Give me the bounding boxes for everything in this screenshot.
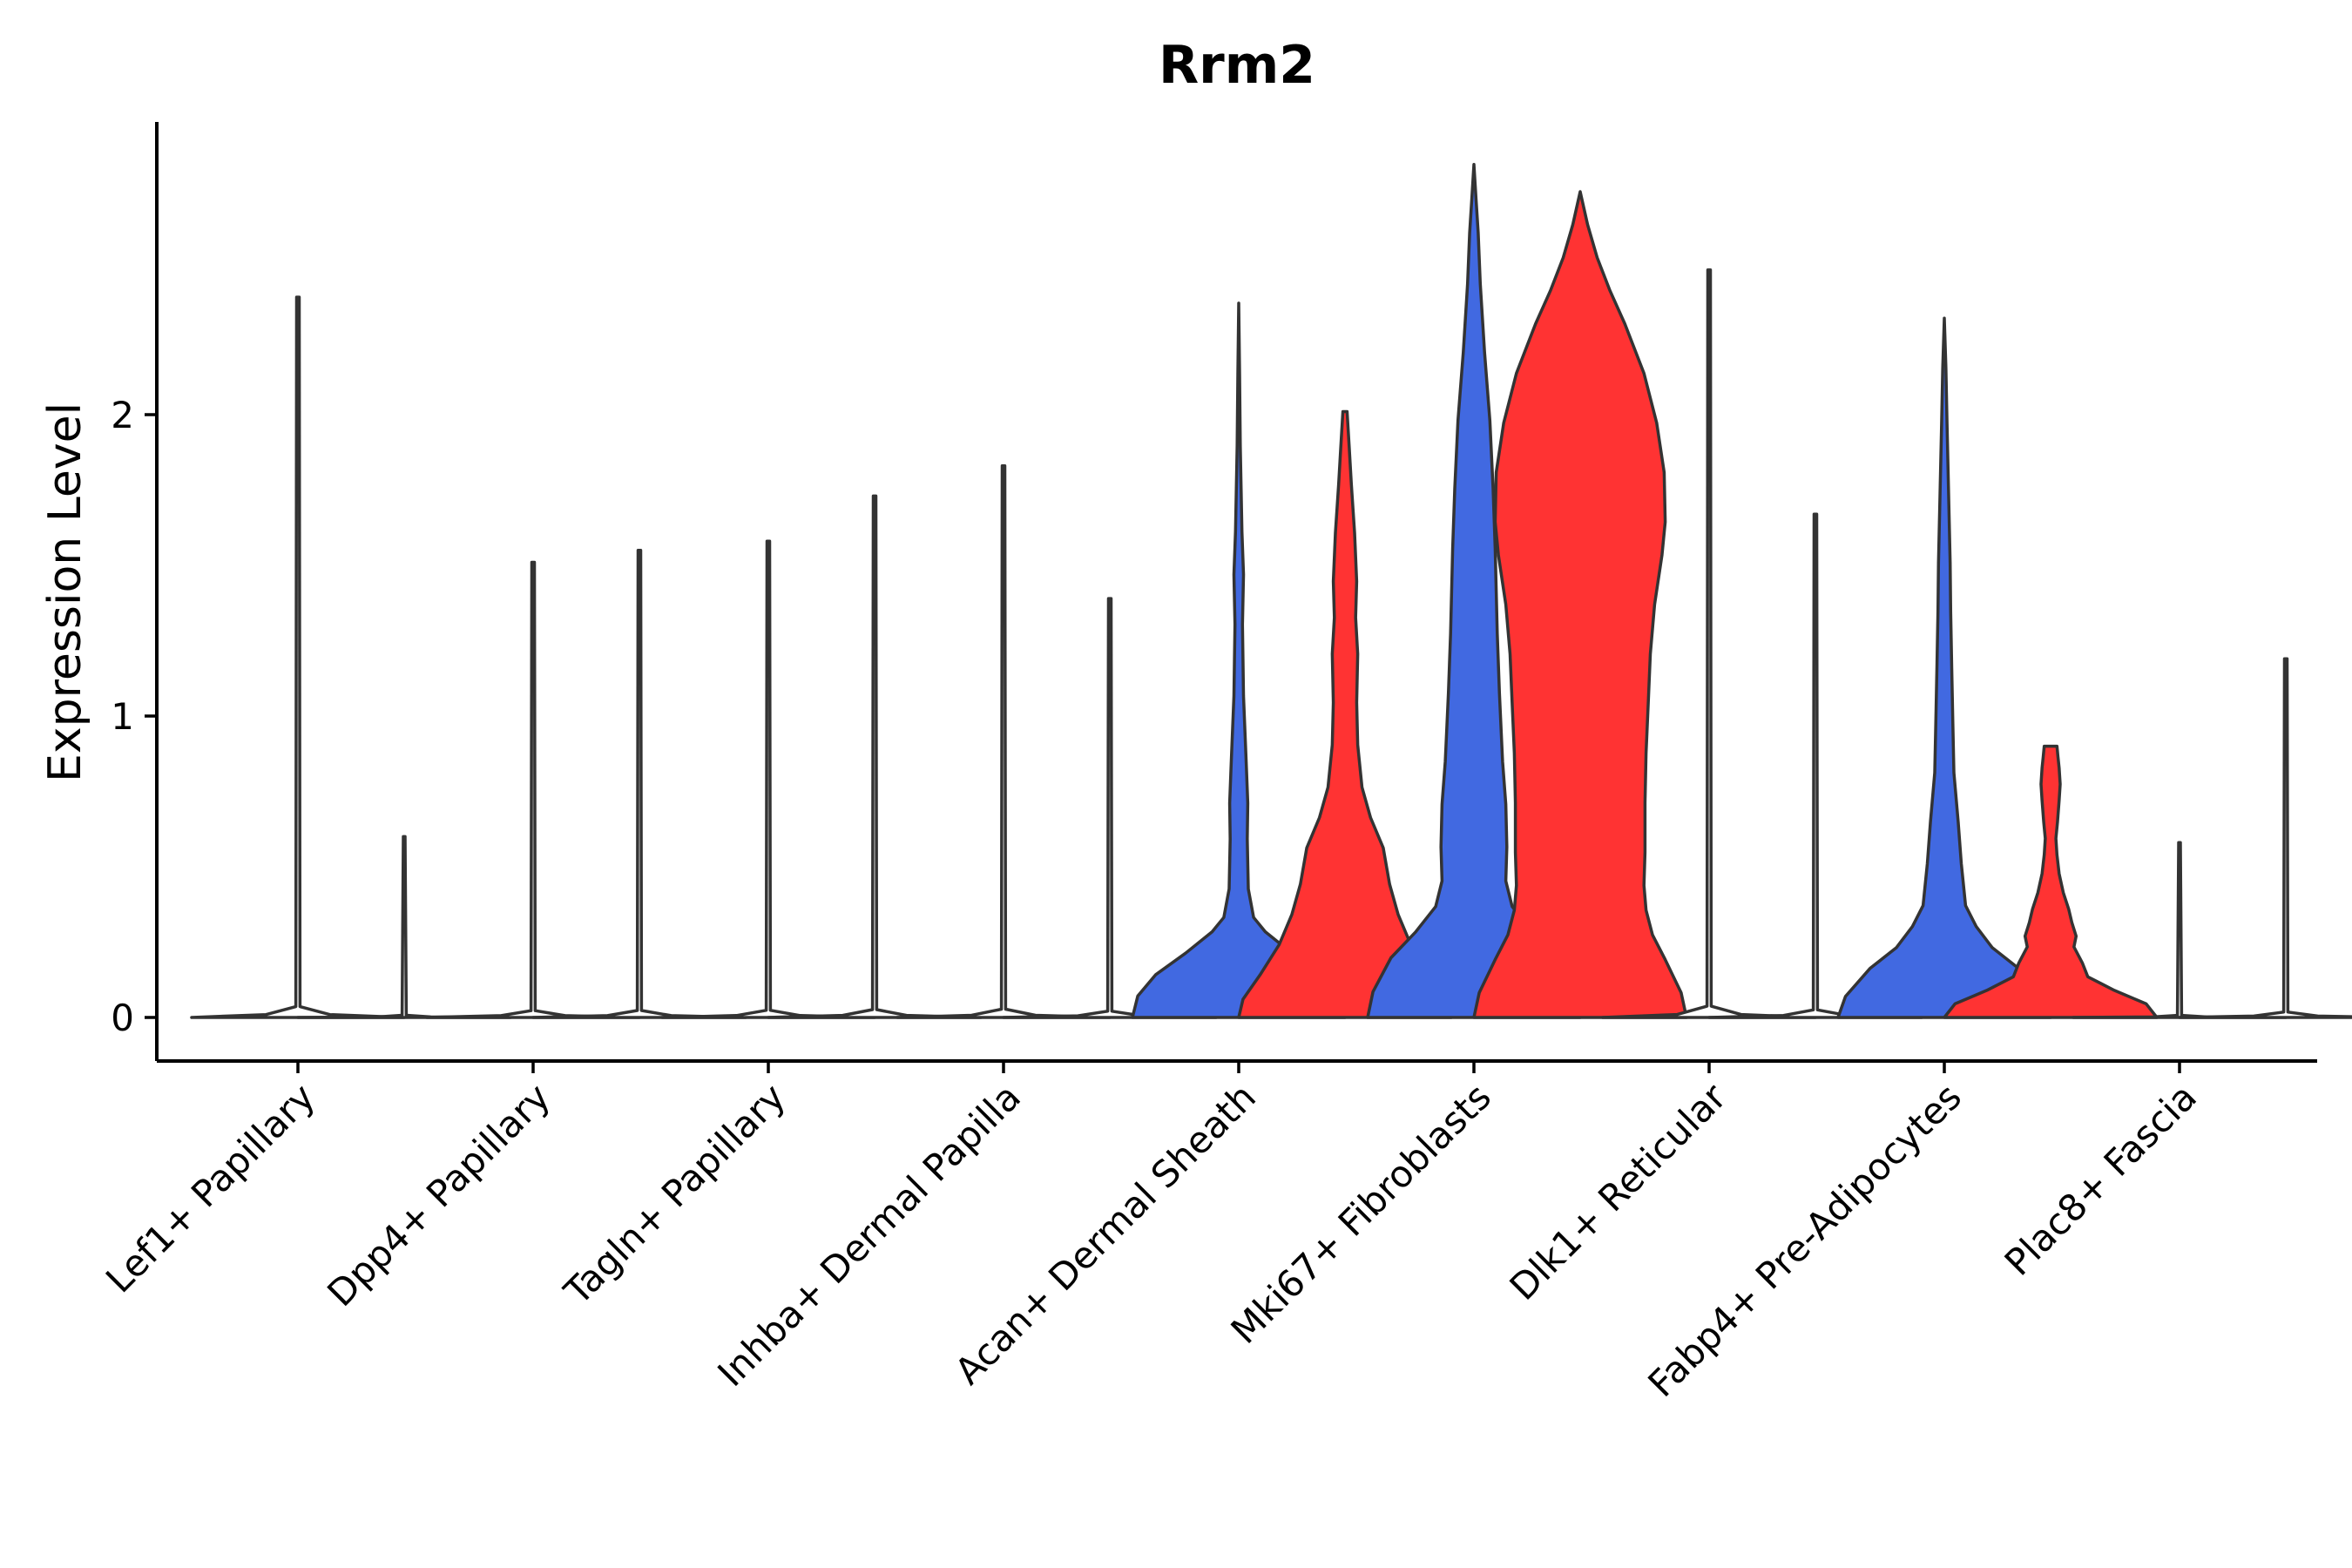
chart-title: Rrm2 <box>1159 35 1315 96</box>
violin-7-group-1 <box>1836 316 2052 1019</box>
violin-2-group-2 <box>767 494 983 1019</box>
x-tick-label: Dlk1+ Reticular <box>1502 1075 1735 1308</box>
violin-3-group-1 <box>896 464 1112 1019</box>
violin-6-group-2 <box>1707 512 1923 1019</box>
violin-5-group-1 <box>1366 163 1582 1019</box>
violin-7-group-2 <box>1943 744 2159 1019</box>
violin-1-group-2 <box>531 548 747 1019</box>
violins-layer <box>190 163 2352 1019</box>
y-tick-label: 0 <box>111 997 134 1039</box>
x-tick-label: Tagln+ Papillary <box>556 1075 794 1313</box>
violin-5-group-2 <box>1472 190 1688 1019</box>
x-tick-label: Lef1+ Papillary <box>98 1075 323 1301</box>
violin-0-group-2 <box>296 835 512 1019</box>
y-tick-label: 2 <box>111 394 134 436</box>
x-tick-label: Mki67+ Fibroblasts <box>1223 1075 1499 1351</box>
y-tick-label: 1 <box>111 695 134 738</box>
x-tick-label: Plac8+ Fascia <box>1997 1075 2205 1283</box>
violin-8-group-2 <box>2178 657 2352 1019</box>
y-axis-label: Expression Level <box>39 402 91 782</box>
x-tick-label: Dpp4+ Papillary <box>319 1075 558 1315</box>
violin-2-group-1 <box>660 539 876 1019</box>
violin-1-group-1 <box>425 560 641 1019</box>
violin-4-group-1 <box>1131 301 1347 1019</box>
violin-0-group-1 <box>190 295 406 1019</box>
violin-6-group-1 <box>1601 268 1817 1019</box>
violin-4-group-2 <box>1237 409 1453 1019</box>
